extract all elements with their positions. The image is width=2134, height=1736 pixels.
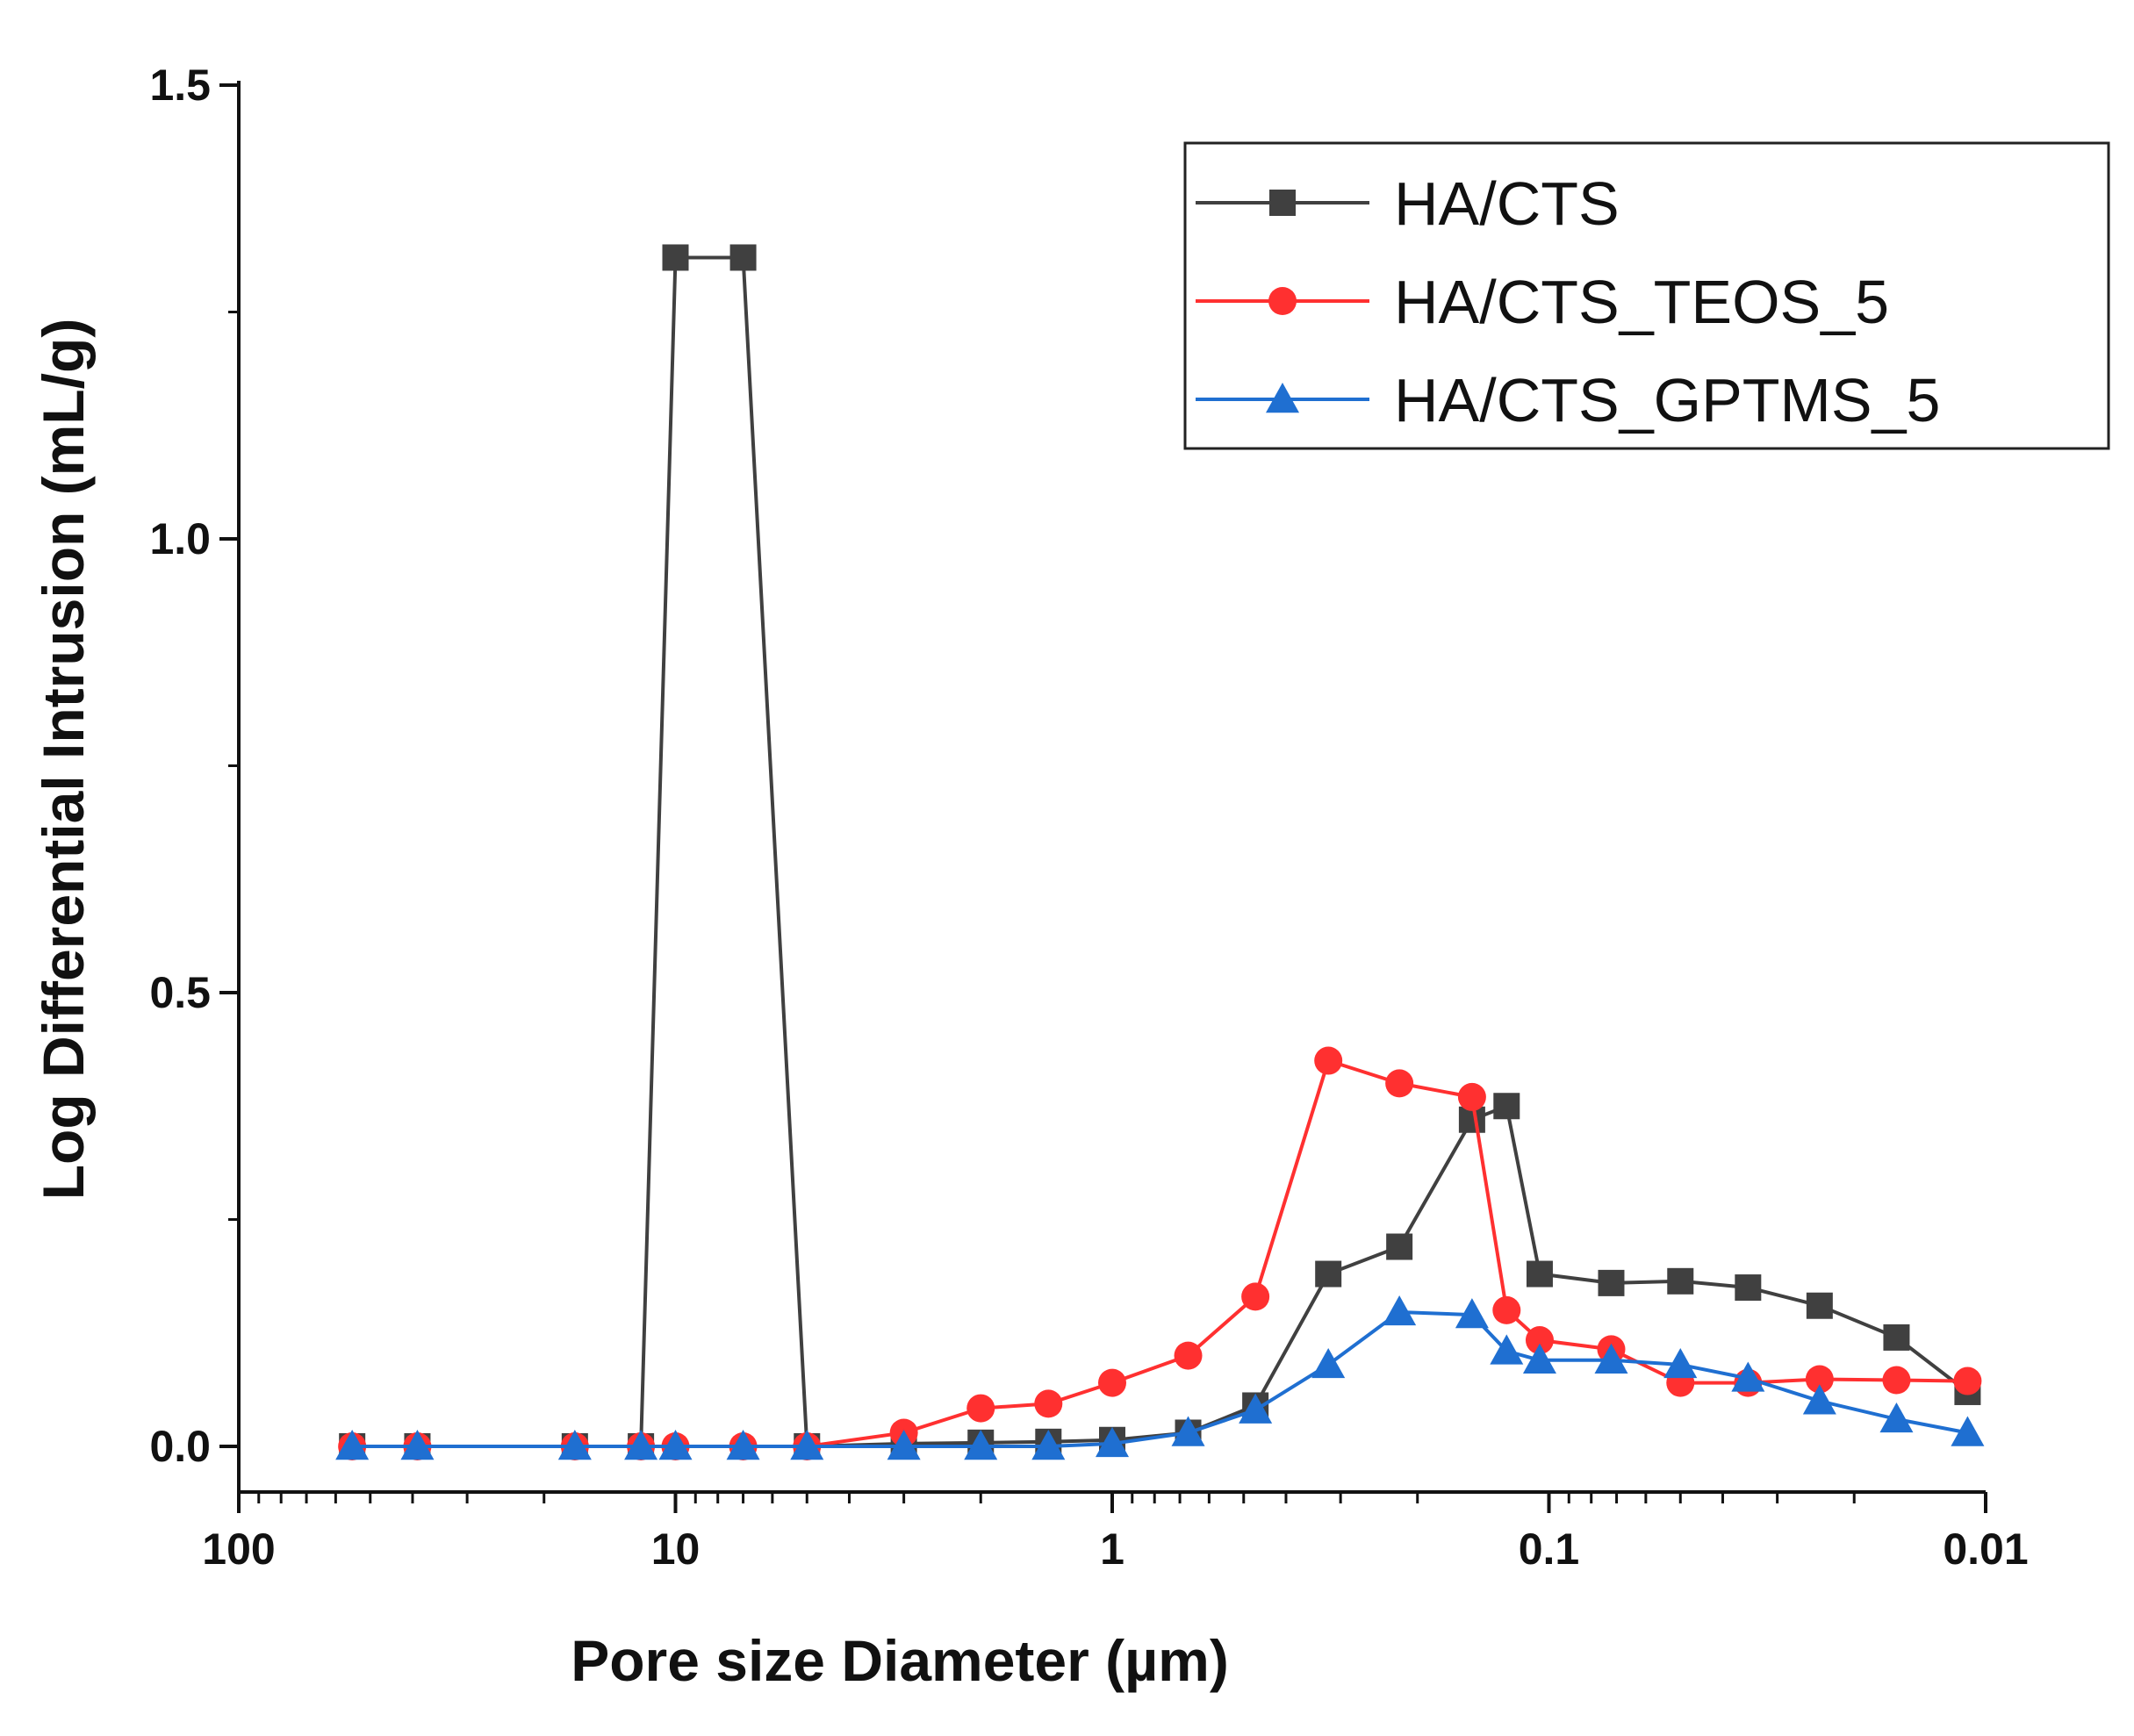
data-point xyxy=(1171,1416,1205,1446)
data-point xyxy=(1493,1093,1520,1120)
data-point xyxy=(1096,1426,1129,1458)
data-point xyxy=(1526,1260,1553,1288)
data-point xyxy=(1492,1295,1521,1324)
data-point xyxy=(1805,1365,1834,1394)
series-3 xyxy=(335,1295,1985,1460)
data-point xyxy=(1598,1269,1625,1296)
legend-item: HA/CTS_TEOS_5 xyxy=(1196,268,1889,336)
data-point xyxy=(1315,1260,1342,1288)
legend-label: HA/CTS_TEOS_5 xyxy=(1394,268,1889,336)
data-point xyxy=(790,1430,824,1460)
data-point xyxy=(1663,1347,1698,1379)
data-point xyxy=(1883,1324,1910,1351)
legend-item: HA/CTS xyxy=(1196,169,1620,238)
y-tick-label: 1.0 xyxy=(149,514,211,563)
data-point xyxy=(1174,1341,1203,1370)
legend-item: HA/CTS_GPTMS_5 xyxy=(1196,366,1940,434)
data-point xyxy=(1241,1282,1270,1311)
plot-area xyxy=(335,244,1985,1460)
data-point xyxy=(726,1430,760,1460)
x-tick-label: 0.1 xyxy=(1519,1524,1580,1574)
data-point xyxy=(662,244,689,271)
x-tick-label: 100 xyxy=(202,1524,275,1574)
data-point xyxy=(658,1430,693,1460)
data-point xyxy=(1882,1366,1911,1395)
data-point xyxy=(1386,1233,1413,1260)
data-point xyxy=(1385,1069,1414,1098)
ticks: 0.0 0.5 1.0 1.5 100 10 1 0.1 0.01 xyxy=(149,61,2028,1574)
data-point xyxy=(966,1394,995,1423)
data-point xyxy=(1806,1292,1833,1319)
x-axis-title: Pore size Diameter (µm) xyxy=(571,1628,1229,1693)
y-tick-label: 0.5 xyxy=(149,968,211,1017)
data-point xyxy=(1239,1393,1273,1424)
data-point xyxy=(1490,1334,1524,1365)
data-point xyxy=(1457,1082,1486,1111)
x-tick-label: 1 xyxy=(1100,1524,1124,1574)
data-point xyxy=(964,1430,998,1460)
data-point xyxy=(1525,1326,1554,1355)
data-point xyxy=(1667,1267,1694,1295)
data-point xyxy=(1034,1389,1063,1418)
data-point xyxy=(1802,1384,1836,1415)
data-point xyxy=(1383,1295,1417,1326)
data-point xyxy=(729,244,757,271)
data-point xyxy=(1031,1430,1066,1460)
data-point xyxy=(1735,1274,1762,1302)
data-point xyxy=(1311,1347,1346,1379)
y-axis-title: Log Differential Intrusion (mL/g) xyxy=(31,319,96,1201)
data-point xyxy=(1314,1046,1343,1075)
legend-label: HA/CTS_GPTMS_5 xyxy=(1394,366,1940,434)
data-point xyxy=(1951,1416,1985,1446)
y-tick-label: 0.0 xyxy=(149,1422,211,1471)
legend-marker xyxy=(1268,287,1297,315)
data-point xyxy=(1594,1343,1628,1374)
x-tick-label: 0.01 xyxy=(1943,1524,2028,1574)
legend-marker xyxy=(1269,190,1296,216)
data-point xyxy=(887,1430,921,1460)
data-point xyxy=(624,1430,658,1460)
legend-marker xyxy=(1266,383,1299,413)
y-tick-label: 1.5 xyxy=(149,61,211,110)
data-point xyxy=(1522,1343,1556,1374)
data-point xyxy=(335,1430,370,1460)
data-point xyxy=(1879,1402,1914,1433)
x-tick-label: 10 xyxy=(651,1524,701,1574)
data-point xyxy=(1098,1368,1126,1397)
data-point xyxy=(1731,1361,1765,1392)
legend-label: HA/CTS xyxy=(1394,169,1620,238)
data-point xyxy=(557,1430,592,1460)
data-point xyxy=(1953,1367,1982,1395)
data-point xyxy=(1455,1298,1489,1329)
data-point xyxy=(400,1430,435,1460)
legend: HA/CTS HA/CTS_TEOS_5 HA/CTS_GPTMS_5 xyxy=(1183,141,2110,450)
